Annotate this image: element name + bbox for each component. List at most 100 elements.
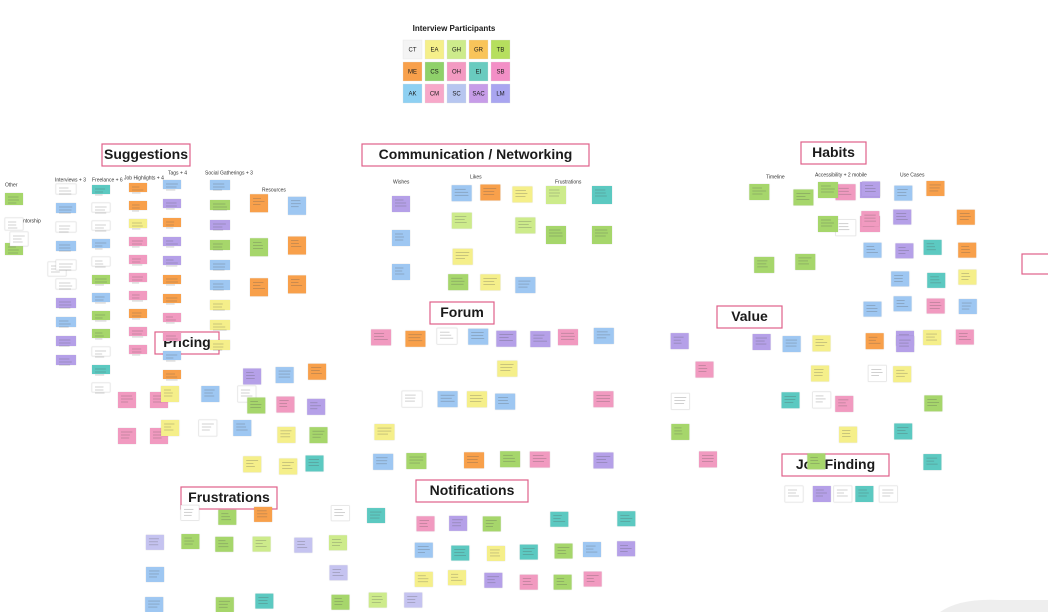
sticky-note[interactable]	[210, 280, 230, 290]
sticky-note[interactable]	[309, 427, 328, 444]
sticky-note[interactable]	[554, 543, 573, 559]
sticky-note[interactable]	[163, 294, 181, 303]
sticky-note[interactable]	[405, 330, 426, 347]
sticky-note[interactable]	[56, 317, 76, 327]
participant-sticky[interactable]	[468, 83, 489, 104]
sticky-note[interactable]	[926, 298, 945, 314]
sticky-note[interactable]	[451, 545, 470, 561]
sticky-note[interactable]	[500, 451, 521, 468]
sticky-note[interactable]	[839, 426, 858, 443]
sticky-note[interactable]	[496, 330, 517, 347]
sticky-note[interactable]	[56, 203, 76, 213]
sticky-note[interactable]	[145, 534, 164, 550]
sticky-note[interactable]	[329, 565, 348, 581]
cluster-frame[interactable]	[415, 479, 529, 503]
sticky-note[interactable]	[374, 424, 395, 441]
sticky-note[interactable]	[793, 189, 814, 206]
sticky-note[interactable]	[497, 360, 518, 377]
sticky-note[interactable]	[512, 186, 533, 203]
sticky-note[interactable]	[129, 345, 147, 354]
sticky-note[interactable]	[233, 420, 252, 436]
sticky-note[interactable]	[592, 226, 612, 244]
sticky-note[interactable]	[749, 184, 770, 201]
participant-sticky[interactable]	[490, 61, 511, 82]
sticky-note[interactable]	[250, 238, 268, 257]
sticky-note[interactable]	[894, 185, 913, 201]
sticky-note[interactable]	[436, 327, 458, 345]
participant-sticky[interactable]	[402, 61, 423, 82]
sticky-note[interactable]	[480, 274, 501, 291]
sticky-note[interactable]	[404, 592, 423, 608]
sticky-note[interactable]	[56, 241, 76, 251]
sticky-note[interactable]	[129, 273, 147, 282]
sticky-note[interactable]	[617, 541, 636, 557]
sticky-note[interactable]	[129, 327, 147, 336]
sticky-note[interactable]	[437, 391, 458, 408]
sticky-note[interactable]	[452, 248, 473, 265]
sticky-note[interactable]	[305, 455, 324, 472]
sticky-note[interactable]	[835, 219, 856, 236]
sticky-note[interactable]	[163, 370, 181, 379]
sticky-note[interactable]	[515, 217, 536, 234]
sticky-note[interactable]	[181, 534, 200, 550]
sticky-note[interactable]	[519, 574, 538, 590]
participant-sticky[interactable]	[446, 83, 467, 104]
sticky-note[interactable]	[891, 271, 910, 287]
participant-sticky[interactable]	[446, 39, 467, 60]
sticky-note[interactable]	[368, 592, 387, 608]
sticky-note[interactable]	[210, 220, 230, 230]
participant-sticky[interactable]	[424, 83, 445, 104]
sticky-note[interactable]	[893, 296, 912, 312]
sticky-note[interactable]	[163, 313, 181, 322]
sticky-note[interactable]	[955, 329, 974, 345]
sticky-note[interactable]	[392, 264, 410, 280]
sticky-note[interactable]	[414, 542, 433, 558]
sticky-note[interactable]	[519, 544, 538, 560]
sticky-note[interactable]	[833, 485, 853, 503]
sticky-note[interactable]	[371, 329, 392, 346]
sticky-note[interactable]	[464, 452, 485, 469]
sticky-note[interactable]	[495, 393, 516, 410]
sticky-note[interactable]	[583, 571, 602, 587]
sticky-note[interactable]	[671, 393, 690, 410]
sticky-note[interactable]	[466, 391, 487, 408]
participant-sticky[interactable]	[402, 39, 423, 60]
sticky-note[interactable]	[92, 293, 110, 302]
sticky-note[interactable]	[958, 269, 977, 285]
sticky-note[interactable]	[276, 396, 295, 413]
sticky-note[interactable]	[546, 186, 566, 204]
sticky-note[interactable]	[515, 277, 536, 294]
sticky-note[interactable]	[893, 209, 912, 225]
sticky-note[interactable]	[180, 505, 200, 521]
sticky-note[interactable]	[807, 453, 826, 470]
participant-sticky[interactable]	[446, 61, 467, 82]
sticky-note[interactable]	[4, 217, 24, 231]
sticky-note[interactable]	[416, 516, 435, 532]
sticky-note[interactable]	[160, 386, 179, 402]
sticky-note[interactable]	[91, 346, 111, 357]
sticky-note[interactable]	[896, 336, 915, 353]
sticky-note[interactable]	[812, 486, 831, 502]
sticky-note[interactable]	[530, 331, 551, 348]
sticky-note[interactable]	[294, 537, 313, 553]
sticky-note[interactable]	[163, 256, 181, 265]
sticky-note[interactable]	[56, 336, 76, 346]
sticky-note[interactable]	[161, 420, 180, 436]
sticky-note[interactable]	[956, 209, 975, 225]
participant-sticky[interactable]	[468, 61, 489, 82]
sticky-note[interactable]	[835, 184, 856, 201]
sticky-note[interactable]	[812, 335, 831, 352]
sticky-note[interactable]	[868, 365, 887, 382]
sticky-note[interactable]	[670, 333, 689, 350]
cluster-frame[interactable]	[101, 143, 191, 167]
sticky-note[interactable]	[210, 340, 230, 350]
sticky-note[interactable]	[328, 535, 347, 551]
sticky-note[interactable]	[250, 194, 268, 213]
sticky-note[interactable]	[129, 201, 147, 210]
sticky-note[interactable]	[243, 456, 262, 473]
sticky-note[interactable]	[55, 183, 77, 195]
sticky-note[interactable]	[811, 365, 830, 382]
sticky-note[interactable]	[392, 230, 410, 246]
sticky-note[interactable]	[698, 451, 717, 468]
sticky-note[interactable]	[557, 329, 578, 346]
